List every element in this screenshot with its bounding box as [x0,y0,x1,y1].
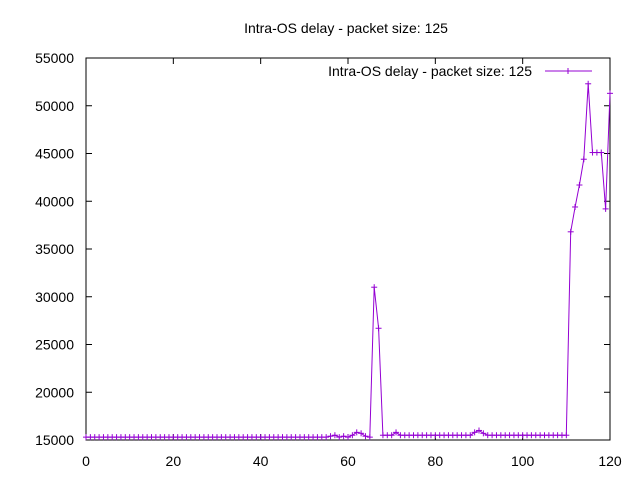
data-point [567,228,574,235]
x-tick-label: 40 [253,453,269,469]
data-point [467,432,474,439]
data-point [375,325,382,332]
legend-label: Intra-OS delay - packet size: 125 [328,63,532,79]
y-tick-label: 50000 [35,98,74,114]
data-point [327,433,334,440]
data-point [580,156,587,163]
x-axis: 0 20 40 60 80 100 120 [82,58,622,469]
data-point [353,429,360,436]
data-point [388,432,395,439]
plot-area-frame [85,57,611,441]
x-tick-label: 80 [428,453,444,469]
data-point [331,432,338,439]
data-point [349,432,356,439]
data-point [358,430,365,437]
data-point [345,434,351,441]
legend: Intra-OS delay - packet size: 125 [328,63,592,79]
data-point [602,205,609,212]
y-tick-label: 40000 [35,193,74,209]
y-axis: 15000 20000 25000 30000 35000 40000 45000 50000… [35,50,610,448]
data-point [340,433,347,440]
chart-title: Intra-OS delay - packet size: 125 [244,20,448,36]
data-point [563,432,570,439]
y-tick-label: 25000 [35,337,74,353]
data-point [585,80,592,87]
x-tick-label: 0 [82,453,90,469]
data-point [366,434,373,441]
x-tick-label: 20 [166,453,182,469]
x-tick-label: 100 [511,453,535,469]
data-point [607,90,613,97]
x-tick-label: 60 [340,453,356,469]
data-point [480,430,487,437]
data-point [476,427,482,434]
data-point [576,182,583,189]
y-tick-label: 15000 [35,432,74,448]
data-point [393,429,400,436]
y-tick-label: 20000 [35,384,74,400]
data-point [471,429,478,436]
y-tick-label: 30000 [35,289,74,305]
y-tick-label: 35000 [35,241,74,257]
y-tick-label: 45000 [35,146,74,162]
data-point [572,203,579,210]
data-point [598,149,605,156]
data-point [371,284,378,291]
y-tick-label: 55000 [35,50,74,66]
data-point [323,434,330,441]
legend-marker [565,68,571,74]
series-layer [83,80,613,441]
x-tick-label: 120 [598,453,622,469]
data-point [362,433,369,440]
series-line [86,83,611,438]
data-point [336,434,343,441]
